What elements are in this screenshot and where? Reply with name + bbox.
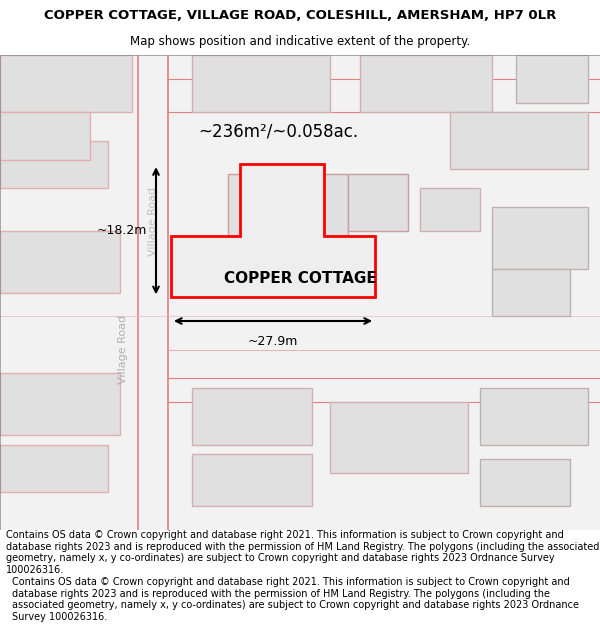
Polygon shape	[192, 454, 312, 506]
Text: Village Road: Village Road	[148, 187, 158, 256]
Polygon shape	[0, 55, 132, 112]
Polygon shape	[330, 402, 468, 473]
Polygon shape	[450, 112, 588, 169]
Polygon shape	[420, 188, 480, 231]
Polygon shape	[0, 112, 90, 159]
Polygon shape	[228, 174, 348, 269]
Polygon shape	[348, 174, 408, 231]
Text: ~236m²/~0.058ac.: ~236m²/~0.058ac.	[198, 122, 358, 140]
Polygon shape	[0, 373, 120, 435]
Polygon shape	[480, 459, 570, 506]
Polygon shape	[0, 444, 108, 492]
Polygon shape	[0, 141, 108, 188]
FancyBboxPatch shape	[0, 55, 600, 530]
Polygon shape	[516, 55, 588, 102]
Text: Map shows position and indicative extent of the property.: Map shows position and indicative extent…	[130, 35, 470, 48]
Text: Village Road: Village Road	[118, 315, 128, 384]
Text: Contains OS data © Crown copyright and database right 2021. This information is : Contains OS data © Crown copyright and d…	[6, 530, 599, 575]
Polygon shape	[360, 55, 492, 112]
Polygon shape	[192, 55, 330, 112]
Text: COPPER COTTAGE: COPPER COTTAGE	[224, 271, 376, 286]
Text: Contains OS data © Crown copyright and database right 2021. This information is : Contains OS data © Crown copyright and d…	[12, 577, 579, 622]
Polygon shape	[492, 207, 588, 269]
Text: ~18.2m: ~18.2m	[97, 224, 147, 238]
Text: ~27.9m: ~27.9m	[248, 335, 298, 348]
Polygon shape	[492, 269, 570, 316]
Polygon shape	[480, 388, 588, 444]
Polygon shape	[171, 164, 375, 298]
Polygon shape	[0, 231, 120, 292]
Text: COPPER COTTAGE, VILLAGE ROAD, COLESHILL, AMERSHAM, HP7 0LR: COPPER COTTAGE, VILLAGE ROAD, COLESHILL,…	[44, 9, 556, 22]
Polygon shape	[192, 388, 312, 444]
